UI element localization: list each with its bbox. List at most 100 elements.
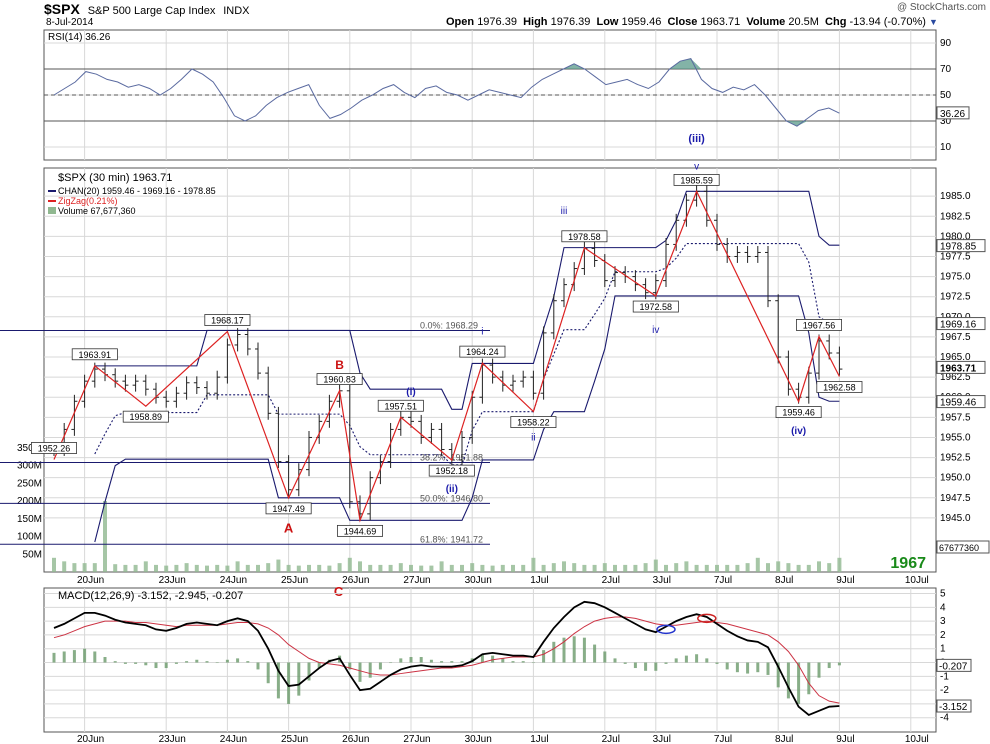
volume-bar (164, 565, 169, 572)
macd-histogram-bar (164, 662, 168, 669)
macd-histogram-bar (776, 662, 780, 688)
macd-histogram-bar (72, 650, 76, 663)
price-bar (408, 410, 414, 428)
volume-bar (582, 564, 587, 572)
volume-bar (143, 561, 148, 572)
volume-bar (643, 563, 648, 572)
wave-paren-i-label: (i) (406, 387, 415, 398)
price-bar (489, 358, 496, 384)
macd-y-tick: 5 (940, 589, 946, 600)
volume-legend-swatch (48, 207, 56, 214)
bearish-cross-marker (697, 613, 717, 624)
macd-legend: MACD(12,26,9) -3.152, -2.945, -0.207 (58, 590, 243, 602)
volume-value: 20.5M (788, 16, 819, 28)
volume-bar (113, 564, 118, 572)
price-y-tick: 1965.0 (940, 352, 971, 363)
price-bar (193, 376, 200, 395)
copyright-label: @ StockCharts.com (896, 2, 986, 13)
macd-histogram-bar (562, 637, 566, 663)
zigzag-label-box (673, 174, 720, 186)
zigzag-label-box (561, 230, 608, 243)
zigzag-label-box (775, 406, 822, 418)
symbol-name: S&P 500 Large Cap Index (87, 5, 216, 17)
price-y-tick: 1950.0 (940, 473, 971, 484)
x-tick-label: 23Jun (159, 575, 186, 586)
volume-bar (256, 564, 260, 572)
macd-histogram-bar (429, 659, 433, 663)
zigzag-label: 1962.58 (823, 382, 856, 392)
price-bar (275, 406, 282, 469)
volume-bar (817, 561, 821, 572)
price-y-tick: 1962.5 (940, 372, 971, 383)
macd-histogram-bar (582, 637, 586, 663)
volume-value-box (936, 540, 990, 554)
volume-bar (409, 564, 413, 572)
price-y-tick: 1980.0 (940, 231, 971, 242)
price-bar (428, 422, 435, 444)
macd-histogram-bar (633, 662, 637, 669)
price-bar (775, 294, 782, 364)
macd-histogram-bar (715, 662, 719, 664)
macd-value-box (936, 699, 972, 713)
price-y-tick: 1952.5 (940, 453, 971, 464)
price-bar (224, 338, 231, 384)
volume-bar (419, 565, 424, 572)
macd-histogram-bar (511, 661, 515, 663)
macd-histogram-bar (746, 662, 750, 674)
zigzag-label: 1959.46 (782, 408, 815, 418)
volume-bar (388, 564, 393, 572)
volume-bar (480, 564, 485, 572)
channel-legend: CHAN(20) 1959.46 - 1969.16 - 1978.85 (58, 186, 216, 196)
macd-histogram-bar (735, 662, 739, 673)
macd-histogram-bar (705, 658, 709, 663)
rsi-value-box (936, 106, 970, 120)
price-bar (703, 184, 710, 227)
macd-histogram-bar (236, 658, 240, 663)
price-bar (418, 414, 425, 444)
macd-histogram-bar (491, 655, 495, 663)
macd-histogram-bar (664, 662, 668, 664)
volume-bar (194, 564, 199, 572)
x-tick-label: 27Jun (403, 734, 430, 744)
macd-histogram-bar (552, 641, 556, 663)
macd-histogram-bar (501, 658, 505, 663)
zigzag-label: 1978.58 (568, 232, 601, 242)
price-bar (163, 390, 170, 408)
rsi-last-value: 36.26 (940, 109, 965, 120)
volume-bar (837, 557, 842, 572)
volume-y-tick: 150M (17, 514, 42, 525)
zigzag-label-box (71, 348, 118, 361)
macd-histogram-bar (195, 659, 199, 663)
macd-histogram-bar (93, 651, 97, 663)
price-y-tick: 1972.5 (940, 292, 971, 303)
price-y-tick: 1947.5 (940, 493, 971, 504)
volume-bar (735, 564, 740, 572)
price-bar (214, 370, 221, 400)
zigzag-label-box (796, 319, 843, 331)
volume-bar (470, 563, 475, 572)
volume-y-tick: 350M (17, 443, 42, 454)
volume-bar (633, 564, 638, 572)
macd-histogram-bar (409, 657, 413, 663)
price-bar (561, 278, 567, 308)
volume-bar (296, 565, 301, 572)
volume-bar (562, 561, 566, 572)
macd-histogram-bar (756, 662, 760, 673)
price-bar (530, 370, 537, 400)
price-bar (805, 366, 812, 404)
volume-bar (398, 563, 403, 572)
chevron-down-icon[interactable]: ▼ (929, 17, 938, 27)
macd-y-tick: -1 (940, 671, 949, 682)
price-bar (540, 326, 547, 400)
x-tick-label: 3Jul (653, 734, 671, 744)
macd-histogram-bar (684, 655, 688, 663)
price-bar (520, 370, 527, 388)
x-tick-label: 20Jun (77, 575, 104, 586)
price-bar (71, 394, 78, 436)
volume-bar (786, 563, 791, 572)
close-label: Close (667, 16, 698, 28)
macd-histogram-bar (613, 658, 617, 663)
x-tick-label: 30Jun (465, 575, 492, 586)
volume-bar (347, 557, 352, 572)
